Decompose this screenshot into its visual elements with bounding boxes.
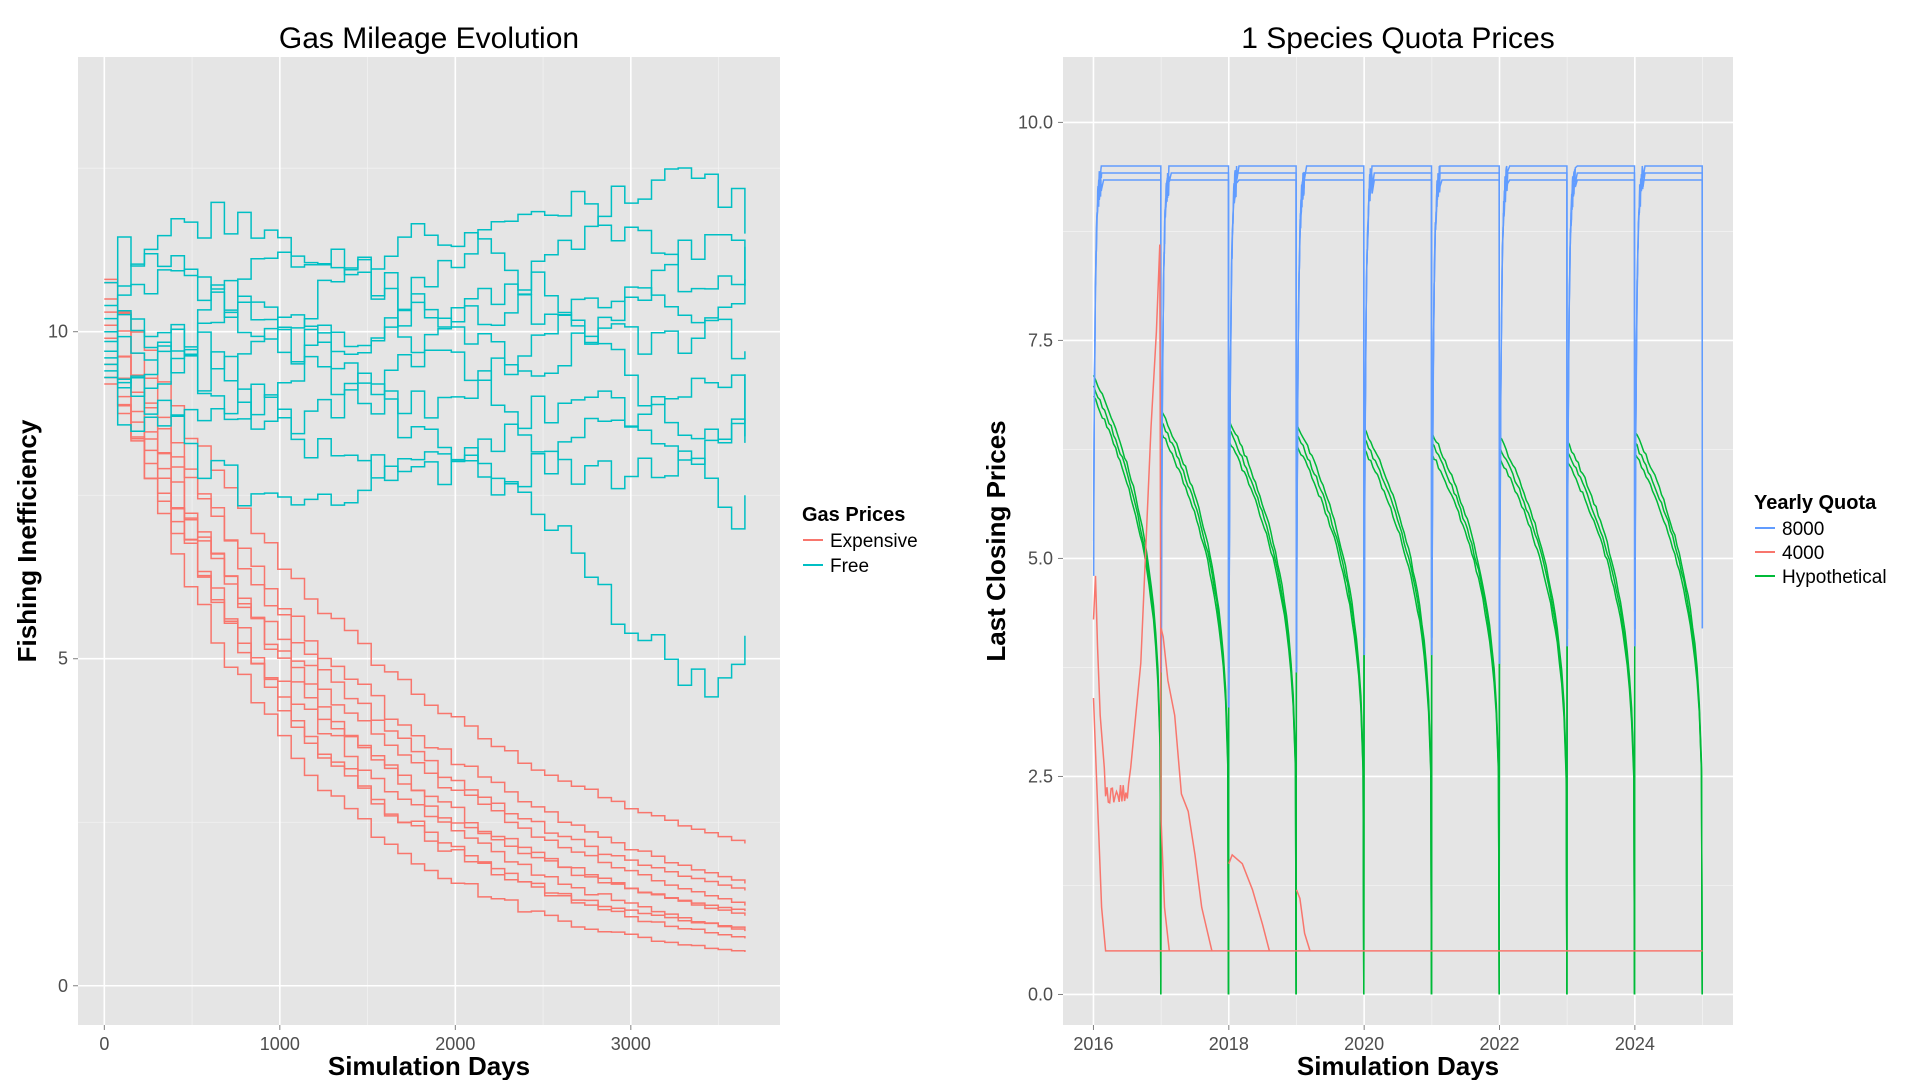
legend-label-8000: 8000 (1782, 519, 1824, 540)
series-line-4000 (1295, 889, 1311, 952)
left-series-line-free (104, 317, 746, 490)
left-series-line-expensive (104, 383, 746, 932)
left-series-line-free (104, 233, 746, 384)
left-lines (104, 167, 746, 952)
right-legend-title: Yearly Quota (1754, 492, 1877, 514)
right-plot-background (1063, 57, 1733, 1025)
series-line-4000 (1092, 244, 1171, 951)
left-series-line-free (104, 167, 746, 327)
series-line-4000 (1092, 697, 1703, 952)
right-x-ticks: 2016 2018 2020 2022 2024 (1073, 1025, 1655, 1054)
left-legend-title: Gas Prices (802, 504, 905, 526)
left-legend: Gas Prices Expensive Free (802, 504, 918, 577)
series-line-hypothetical (1092, 374, 1703, 995)
right-y-tick-label: 5.0 (1028, 548, 1053, 568)
right-x-tick-label: 2020 (1344, 1034, 1384, 1054)
left-x-tick-label: 3000 (611, 1034, 651, 1054)
left-y-axis-title: Fishing Inefficiency (12, 419, 42, 662)
right-x-tick-label: 2016 (1073, 1034, 1113, 1054)
right-y-axis-title: Last Closing Prices (981, 420, 1011, 661)
left-panel: 0 1000 2000 3000 0 5 10 Gas Mileage Evolution… (12, 22, 918, 1080)
right-y-tick-label: 7.5 (1028, 330, 1053, 350)
right-panel: 2016 2018 2020 2022 2024 0.0 2.5 5.0 7.5 10.0 1 … (981, 22, 1887, 1080)
left-x-ticks: 0 1000 2000 3000 (99, 1025, 651, 1054)
right-y-tick-label: 10.0 (1018, 112, 1053, 132)
right-y-tick-label: 0.0 (1028, 984, 1053, 1004)
legend-label-expensive: Expensive (830, 531, 918, 552)
right-x-tick-label: 2024 (1615, 1034, 1655, 1054)
left-y-tick-label: 10 (48, 322, 68, 342)
left-series-line-free (104, 311, 746, 488)
legend-label-free: Free (830, 556, 869, 577)
series-line-4000 (1160, 628, 1213, 952)
series-line-hypothetical (1092, 385, 1703, 995)
right-x-tick-label: 2018 (1209, 1034, 1249, 1054)
left-series-line-free (104, 313, 746, 530)
legend-label-4000: 4000 (1782, 543, 1824, 564)
left-grid (78, 57, 780, 1025)
legend-label-hypothetical: Hypothetical (1782, 567, 1887, 588)
left-x-tick-label: 1000 (260, 1034, 300, 1054)
left-series-line-expensive (104, 376, 746, 906)
right-legend: Yearly Quota 8000 4000 Hypothetical (1754, 492, 1887, 588)
left-chart-title: Gas Mileage Evolution (279, 22, 579, 55)
left-x-tick-label: 0 (99, 1034, 109, 1054)
right-chart-title: 1 Species Quota Prices (1241, 22, 1555, 55)
right-lines (1092, 165, 1704, 995)
left-y-ticks: 0 5 10 (48, 322, 78, 996)
series-line-8000 (1092, 179, 1704, 673)
series-line-4000 (1228, 853, 1271, 952)
left-plot-background (78, 57, 780, 1025)
series-line-hypothetical (1092, 395, 1703, 995)
left-y-tick-label: 5 (58, 649, 68, 669)
left-series-line-free (104, 375, 746, 698)
right-x-tick-label: 2022 (1479, 1034, 1519, 1054)
right-x-axis-title: Simulation Days (1297, 1051, 1499, 1080)
left-series-line-expensive (104, 363, 746, 952)
left-y-tick-label: 0 (58, 976, 68, 996)
left-x-tick-label: 2000 (435, 1034, 475, 1054)
right-y-ticks: 0.0 2.5 5.0 7.5 10.0 (1018, 112, 1063, 1004)
left-x-axis-title: Simulation Days (328, 1051, 530, 1080)
left-series-line-free (104, 293, 746, 444)
left-series-line-expensive (104, 324, 746, 884)
left-series-line-free (104, 268, 746, 419)
right-y-tick-label: 2.5 (1028, 766, 1053, 786)
